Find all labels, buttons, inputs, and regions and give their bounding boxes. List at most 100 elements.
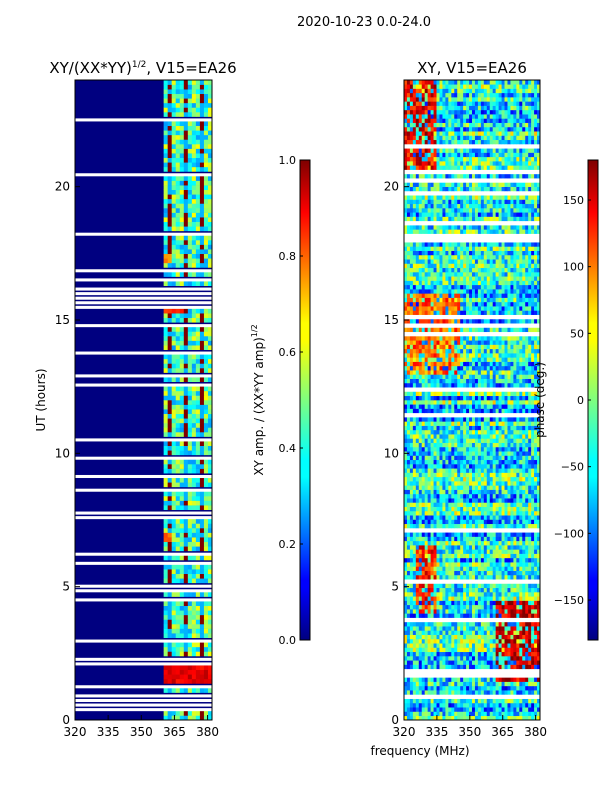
heatmap-cell xyxy=(454,638,458,644)
heatmap-cell xyxy=(507,434,511,439)
heatmap-cell xyxy=(501,510,505,516)
heatmap-cell xyxy=(448,715,452,721)
heatmap-cell xyxy=(463,621,467,627)
heatmap-cell xyxy=(466,545,470,550)
heatmap-cell xyxy=(175,244,181,250)
heatmap-cell xyxy=(179,235,185,241)
heatmap-cell xyxy=(203,546,209,552)
heatmap-cell xyxy=(466,489,470,495)
heatmap-cell xyxy=(513,698,517,704)
heatmap-cell xyxy=(203,340,209,346)
heatmap-cell xyxy=(507,609,511,614)
heatmap-cell xyxy=(501,536,505,542)
heatmap-cell xyxy=(451,596,455,601)
heatmap-cell xyxy=(525,382,529,388)
heatmap-cell xyxy=(460,395,464,401)
heatmap-cell xyxy=(531,592,535,597)
heatmap-cell xyxy=(474,523,479,529)
heatmap-cell xyxy=(179,674,185,680)
heatmap-cell xyxy=(528,698,532,704)
heatmap-cell xyxy=(510,493,514,499)
heatmap-cell xyxy=(433,468,437,473)
heatmap-cell xyxy=(466,536,470,542)
heatmap-cell xyxy=(528,485,532,490)
heatmap-cell xyxy=(167,532,173,538)
heatmap-cell xyxy=(516,711,520,717)
heatmap-cell xyxy=(472,656,476,661)
heatmap-cell xyxy=(171,400,177,405)
heatmap-cell xyxy=(522,502,526,507)
heatmap-cell xyxy=(504,681,508,687)
heatmap-cell xyxy=(203,413,209,419)
heatmap-cell xyxy=(406,442,411,448)
heatmap-cell xyxy=(195,235,201,241)
heatmap-cell xyxy=(498,656,502,661)
heatmap-cell xyxy=(492,417,496,422)
heatmap-cell xyxy=(424,540,428,546)
heatmap-cell xyxy=(430,621,434,627)
heatmap-cell xyxy=(191,496,197,501)
heatmap-cell xyxy=(489,515,493,520)
heatmap-cell xyxy=(167,523,173,529)
heatmap-cell xyxy=(492,468,496,473)
heatmap-cell xyxy=(163,555,168,561)
heatmap-cell xyxy=(528,378,532,384)
heatmap-cell xyxy=(207,624,213,629)
heatmap-cell xyxy=(495,365,499,371)
heatmap-cell xyxy=(427,715,431,721)
heatmap-cell xyxy=(436,400,440,405)
heatmap-cell xyxy=(522,391,526,397)
heatmap-cell xyxy=(528,374,532,379)
heatmap-cell xyxy=(171,281,177,287)
heatmap-cell xyxy=(534,438,538,443)
heatmap-cell xyxy=(412,549,417,554)
heatmap-cell xyxy=(203,477,209,483)
heatmap-cell xyxy=(445,557,449,563)
heatmap-cell xyxy=(199,500,205,506)
heatmap-cell xyxy=(498,574,502,580)
heatmap-cell xyxy=(167,102,173,108)
heatmap-cell xyxy=(421,357,425,362)
heatmap-cell xyxy=(492,472,496,478)
colorbar-tick-label: 0.4 xyxy=(279,442,297,455)
heatmap-cell xyxy=(480,609,485,614)
heatmap-cell xyxy=(513,711,517,717)
heatmap-cell xyxy=(187,358,193,364)
heatmap-cell xyxy=(466,549,470,554)
heatmap-cell xyxy=(203,541,209,547)
heatmap-cell xyxy=(451,557,455,563)
heatmap-cell xyxy=(167,377,173,383)
heatmap-cell xyxy=(433,681,437,687)
heatmap-cell xyxy=(427,621,431,627)
heatmap-cell xyxy=(430,476,434,482)
heatmap-cell xyxy=(404,677,408,682)
heatmap-cell xyxy=(454,417,458,422)
heatmap-cell xyxy=(187,646,193,652)
heatmap-cell xyxy=(463,438,467,443)
heatmap-cell xyxy=(418,434,423,439)
heatmap-cell xyxy=(528,570,532,576)
heatmap-cell xyxy=(199,345,205,351)
heatmap-cell xyxy=(492,660,496,665)
heatmap-cell xyxy=(504,481,508,486)
heatmap-cell xyxy=(187,354,193,360)
flagged-row xyxy=(75,383,212,387)
heatmap-cell xyxy=(421,425,425,431)
heatmap-cell xyxy=(454,455,458,461)
heatmap-cell xyxy=(507,382,511,388)
heatmap-cell xyxy=(501,374,505,379)
heatmap-cell xyxy=(492,626,496,631)
heatmap-cell xyxy=(457,446,461,452)
heatmap-cell xyxy=(404,685,408,691)
heatmap-cell xyxy=(171,368,177,373)
heatmap-cell xyxy=(504,391,508,397)
heatmap-cell xyxy=(412,553,417,559)
heatmap-cell xyxy=(528,476,532,482)
heatmap-cell xyxy=(404,540,408,546)
heatmap-cell xyxy=(469,468,473,473)
heatmap-cell xyxy=(537,638,541,644)
heatmap-cell xyxy=(199,418,205,424)
heatmap-cell xyxy=(507,481,511,486)
heatmap-cell xyxy=(191,157,197,163)
heatmap-cell xyxy=(474,374,479,379)
